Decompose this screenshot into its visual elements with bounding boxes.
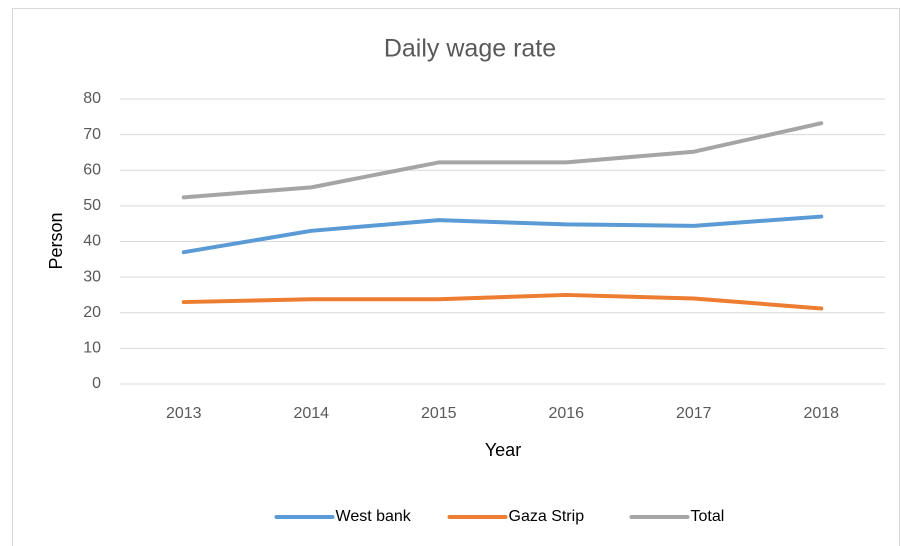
x-tick-label: 2013 (166, 405, 202, 422)
legend-label: West bank (336, 508, 412, 525)
series-line (181, 214, 824, 255)
x-tick-label: 2016 (548, 405, 584, 422)
legend-label: Total (691, 508, 725, 525)
series-line (181, 292, 824, 311)
y-axis-label: Person (46, 212, 66, 269)
chart-title: Daily wage rate (384, 35, 556, 63)
series-line (181, 121, 824, 200)
x-axis-label: Year (485, 440, 521, 460)
y-tick-label: 60 (83, 161, 101, 178)
x-tick-label: 2018 (803, 405, 839, 422)
x-tick-label: 2017 (676, 405, 712, 422)
legend-label: Gaza Strip (509, 508, 585, 525)
y-tick-label: 80 (83, 90, 101, 107)
y-tick-label: 70 (83, 126, 101, 143)
y-tick-label: 30 (83, 268, 101, 285)
y-tick-label: 0 (92, 375, 101, 392)
y-tick-label: 40 (83, 233, 101, 250)
y-tick-label: 10 (83, 340, 101, 357)
x-tick-label: 2015 (421, 405, 457, 422)
y-tick-label: 20 (83, 304, 101, 321)
y-tick-label: 50 (83, 197, 101, 214)
x-tick-label: 2014 (293, 405, 329, 422)
